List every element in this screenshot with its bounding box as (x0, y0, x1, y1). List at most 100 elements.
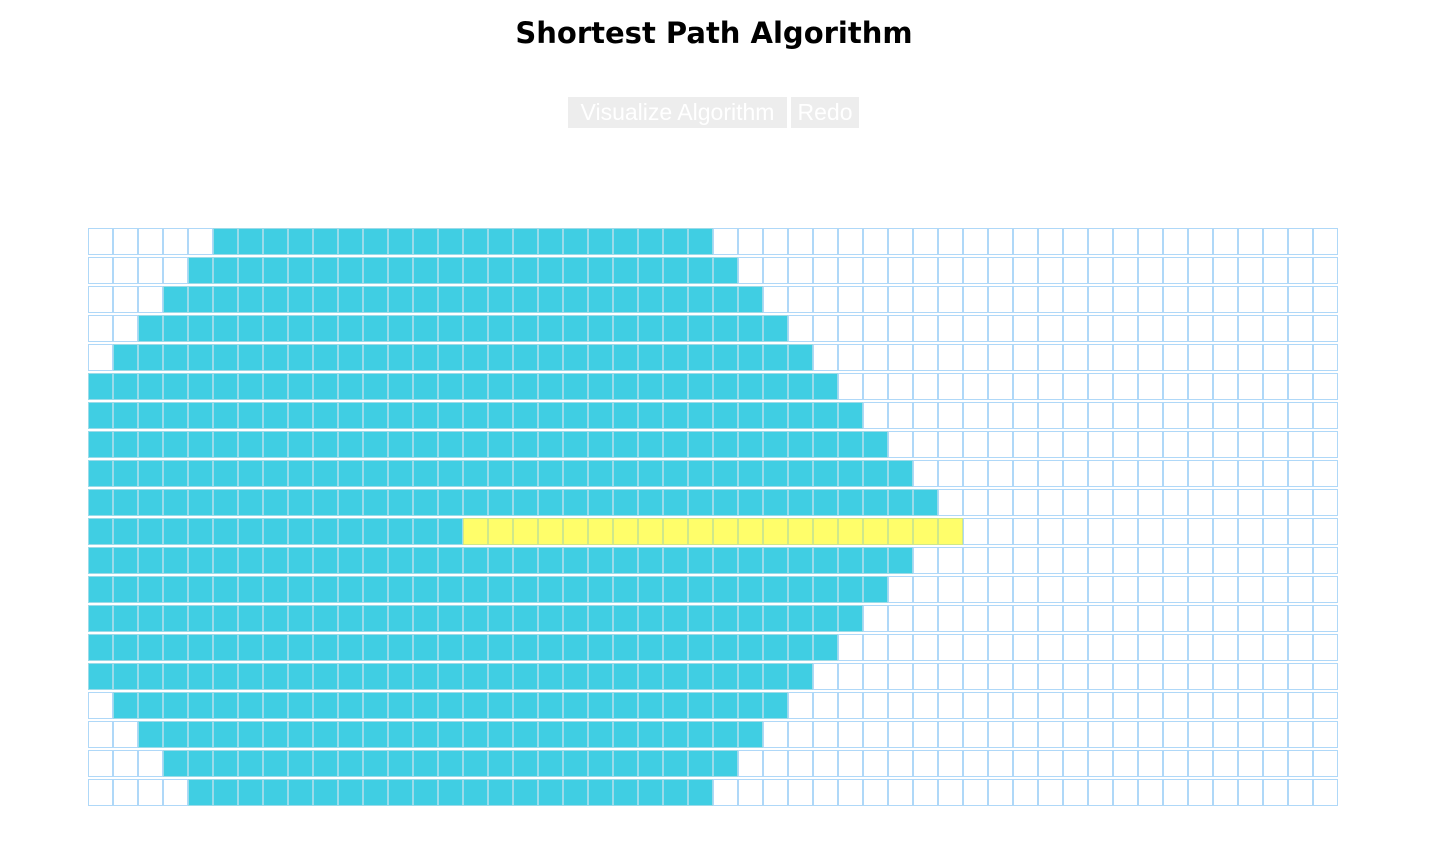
grid-cell-unvisited[interactable] (963, 634, 988, 661)
grid-cell-visited[interactable] (638, 634, 663, 661)
grid-cell-visited[interactable] (113, 692, 138, 719)
grid-cell-unvisited[interactable] (1238, 576, 1263, 603)
grid-cell-unvisited[interactable] (938, 315, 963, 342)
grid-cell-unvisited[interactable] (1013, 663, 1038, 690)
grid-cell-unvisited[interactable] (1163, 460, 1188, 487)
grid-cell-unvisited[interactable] (888, 286, 913, 313)
grid-cell-unvisited[interactable] (1288, 576, 1313, 603)
grid-cell-unvisited[interactable] (1063, 576, 1088, 603)
grid-cell-visited[interactable] (388, 605, 413, 632)
grid-cell-unvisited[interactable] (888, 344, 913, 371)
grid-cell-unvisited[interactable] (88, 286, 113, 313)
grid-cell-visited[interactable] (238, 402, 263, 429)
grid-cell-unvisited[interactable] (913, 634, 938, 661)
grid-cell-unvisited[interactable] (1238, 518, 1263, 545)
grid-cell-unvisited[interactable] (1088, 228, 1113, 255)
grid-cell-unvisited[interactable] (113, 228, 138, 255)
grid-cell-visited[interactable] (888, 460, 913, 487)
grid-cell-visited[interactable] (88, 489, 113, 516)
grid-cell-visited[interactable] (413, 228, 438, 255)
grid-cell-unvisited[interactable] (1163, 634, 1188, 661)
grid-cell-visited[interactable] (788, 344, 813, 371)
grid-cell-unvisited[interactable] (1288, 344, 1313, 371)
grid-cell-visited[interactable] (588, 779, 613, 806)
grid-cell-unvisited[interactable] (1313, 489, 1338, 516)
grid-cell-visited[interactable] (713, 692, 738, 719)
grid-cell-unvisited[interactable] (1238, 692, 1263, 719)
grid-cell-visited[interactable] (138, 721, 163, 748)
grid-cell-unvisited[interactable] (1113, 402, 1138, 429)
grid-cell-unvisited[interactable] (1313, 634, 1338, 661)
grid-cell-visited[interactable] (413, 460, 438, 487)
grid-cell-visited[interactable] (613, 460, 638, 487)
grid-cell-visited[interactable] (363, 431, 388, 458)
grid-cell-visited[interactable] (488, 663, 513, 690)
grid-cell-visited[interactable] (838, 547, 863, 574)
grid-cell-unvisited[interactable] (963, 750, 988, 777)
grid-cell-unvisited[interactable] (888, 373, 913, 400)
grid-cell-visited[interactable] (638, 402, 663, 429)
grid-cell-unvisited[interactable] (838, 228, 863, 255)
grid-cell-unvisited[interactable] (1263, 344, 1288, 371)
grid-cell-visited[interactable] (238, 779, 263, 806)
grid-cell-visited[interactable] (263, 692, 288, 719)
grid-cell-unvisited[interactable] (1188, 779, 1213, 806)
grid-cell-unvisited[interactable] (888, 576, 913, 603)
grid-cell-visited[interactable] (613, 663, 638, 690)
grid-cell-unvisited[interactable] (888, 663, 913, 690)
grid-cell-visited[interactable] (538, 315, 563, 342)
grid-cell-unvisited[interactable] (1163, 663, 1188, 690)
grid-cell-visited[interactable] (363, 721, 388, 748)
grid-cell-unvisited[interactable] (963, 576, 988, 603)
grid-cell-unvisited[interactable] (1313, 721, 1338, 748)
grid-cell-visited[interactable] (188, 605, 213, 632)
grid-cell-visited[interactable] (513, 489, 538, 516)
grid-cell-visited[interactable] (413, 315, 438, 342)
grid-cell-visited[interactable] (563, 489, 588, 516)
grid-cell-visited[interactable] (763, 605, 788, 632)
grid-cell-visited[interactable] (363, 228, 388, 255)
grid-cell-visited[interactable] (638, 286, 663, 313)
grid-cell-visited[interactable] (363, 373, 388, 400)
grid-cell-visited[interactable] (263, 431, 288, 458)
grid-cell-unvisited[interactable] (1113, 315, 1138, 342)
grid-cell-unvisited[interactable] (1263, 663, 1288, 690)
grid-cell-visited[interactable] (438, 315, 463, 342)
grid-cell-unvisited[interactable] (888, 257, 913, 284)
grid-cell-visited[interactable] (513, 402, 538, 429)
grid-cell-visited[interactable] (663, 779, 688, 806)
grid-cell-visited[interactable] (463, 634, 488, 661)
grid-cell-visited[interactable] (538, 692, 563, 719)
grid-cell-unvisited[interactable] (1088, 431, 1113, 458)
grid-cell-unvisited[interactable] (738, 228, 763, 255)
grid-cell-visited[interactable] (163, 692, 188, 719)
grid-cell-visited[interactable] (413, 489, 438, 516)
grid-cell-visited[interactable] (163, 489, 188, 516)
grid-cell-unvisited[interactable] (863, 750, 888, 777)
grid-cell-unvisited[interactable] (1138, 518, 1163, 545)
grid-cell-unvisited[interactable] (813, 228, 838, 255)
grid-cell-unvisited[interactable] (1063, 257, 1088, 284)
grid-cell-visited[interactable] (613, 576, 638, 603)
grid-cell-visited[interactable] (413, 750, 438, 777)
grid-cell-visited[interactable] (638, 315, 663, 342)
grid-cell-visited[interactable] (363, 518, 388, 545)
grid-cell-visited[interactable] (263, 460, 288, 487)
grid-cell-unvisited[interactable] (1288, 257, 1313, 284)
grid-cell-visited[interactable] (263, 489, 288, 516)
grid-cell-visited[interactable] (513, 344, 538, 371)
grid-cell-unvisited[interactable] (1113, 605, 1138, 632)
grid-cell-visited[interactable] (88, 576, 113, 603)
grid-cell-visited[interactable] (288, 605, 313, 632)
grid-cell-visited[interactable] (363, 576, 388, 603)
grid-cell-unvisited[interactable] (938, 257, 963, 284)
grid-cell-unvisited[interactable] (1213, 634, 1238, 661)
grid-cell-unvisited[interactable] (1088, 663, 1113, 690)
grid-cell-unvisited[interactable] (1088, 257, 1113, 284)
grid-cell-unvisited[interactable] (813, 663, 838, 690)
grid-cell-unvisited[interactable] (988, 460, 1013, 487)
grid-cell-visited[interactable] (163, 576, 188, 603)
grid-cell-visited[interactable] (338, 663, 363, 690)
grid-cell-visited[interactable] (738, 460, 763, 487)
grid-cell-visited[interactable] (538, 750, 563, 777)
